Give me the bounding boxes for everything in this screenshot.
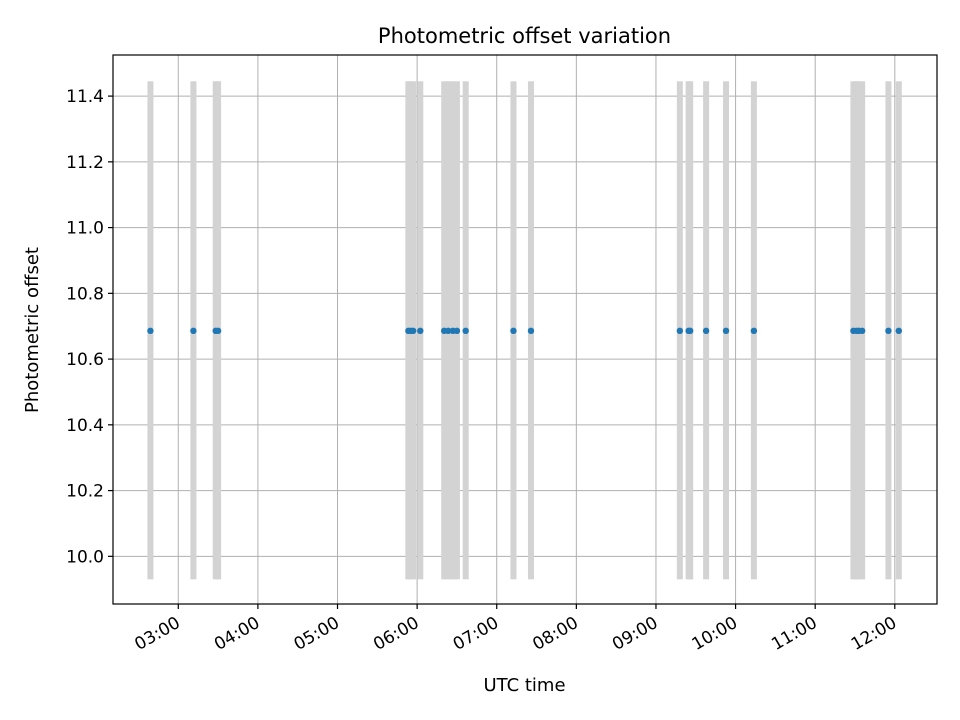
y-tick-label: 10.0 — [66, 547, 104, 567]
chart-title: Photometric offset variation — [378, 24, 671, 48]
data-points — [147, 327, 902, 335]
data-point — [417, 327, 424, 335]
grid-lines — [113, 55, 937, 604]
y-tick-label: 11.0 — [66, 219, 104, 239]
data-point — [510, 327, 517, 335]
y-tick-label: 10.6 — [66, 350, 104, 370]
data-point — [527, 327, 535, 335]
data-point — [686, 327, 694, 335]
y-tick-label: 10.8 — [66, 284, 104, 304]
data-point — [722, 327, 730, 335]
data-point — [453, 327, 461, 335]
y-axis-ticks: 10.0 10.2 10.4 10.6 10.8 11.0 11.2 11.4 — [66, 87, 113, 567]
data-point — [895, 327, 902, 335]
y-tick-label: 11.4 — [66, 87, 104, 107]
data-point — [462, 327, 469, 335]
data-point — [190, 327, 197, 335]
y-tick-label: 10.4 — [66, 416, 104, 436]
data-point — [885, 327, 892, 335]
data-point — [409, 327, 417, 335]
data-point — [750, 327, 758, 335]
data-point — [676, 327, 684, 335]
data-point — [147, 327, 154, 335]
data-point — [214, 327, 222, 335]
y-axis-label: Photometric offset — [22, 247, 43, 413]
y-tick-label: 10.2 — [66, 482, 104, 502]
data-point — [702, 327, 710, 335]
x-axis-label: UTC time — [483, 675, 565, 696]
y-tick-label: 11.2 — [66, 153, 104, 173]
plot-frame — [112, 54, 938, 605]
data-point — [858, 327, 866, 335]
data-point — [444, 327, 452, 335]
